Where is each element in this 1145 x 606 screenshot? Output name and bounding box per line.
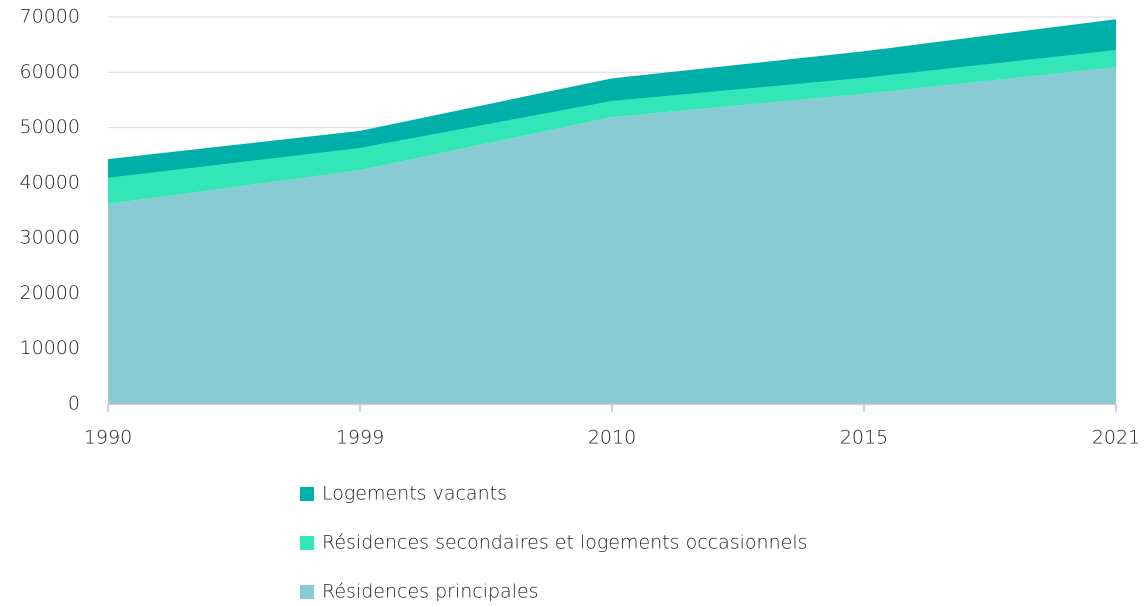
y-tick-label: 10000 [20, 337, 80, 359]
legend-label: Résidences secondaires et logements occa… [322, 532, 808, 554]
area [108, 67, 1116, 404]
y-tick-label: 0 [68, 393, 80, 415]
legend-swatch [300, 487, 314, 501]
x-tick-label: 1990 [84, 427, 132, 449]
y-tick-label: 40000 [20, 171, 80, 193]
legend-label: Logements vacants [322, 483, 507, 505]
area [108, 19, 1116, 178]
y-tick-label: 70000 [20, 6, 80, 28]
y-tick-label: 60000 [20, 61, 80, 83]
x-tick-label: 1999 [336, 427, 384, 449]
y-tick-label: 50000 [20, 116, 80, 138]
y-tick-label: 20000 [20, 282, 80, 304]
x-tick-label: 2021 [1092, 427, 1140, 449]
legend-swatch [300, 585, 314, 599]
x-tick-label: 2015 [840, 427, 888, 449]
area [108, 50, 1116, 204]
legend-label: Résidences principales [322, 581, 539, 603]
x-tick-label: 2010 [588, 427, 636, 449]
y-tick-label: 30000 [20, 227, 80, 249]
legend-swatch [300, 536, 314, 550]
